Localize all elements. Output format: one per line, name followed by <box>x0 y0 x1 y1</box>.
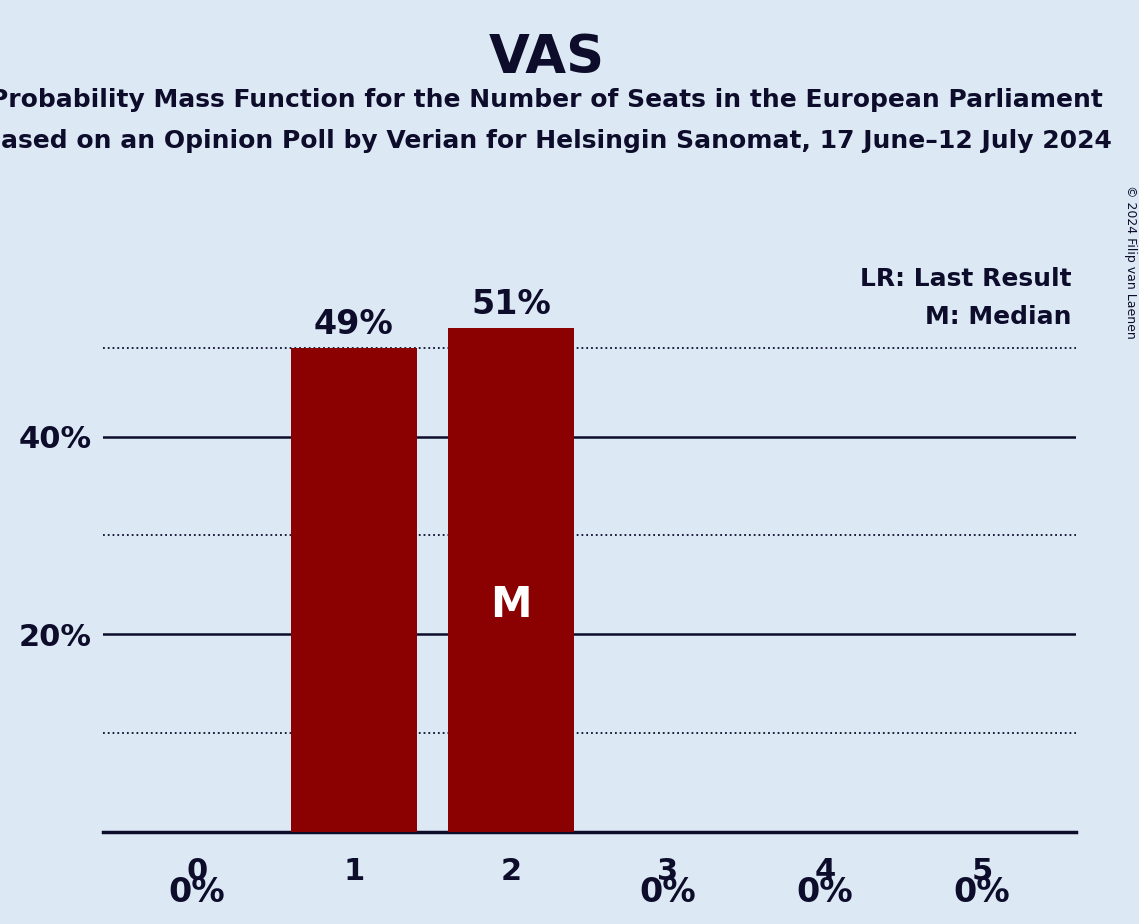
Text: VAS: VAS <box>489 32 605 84</box>
Text: M: Median: M: Median <box>925 305 1072 329</box>
Text: © 2024 Filip van Laenen: © 2024 Filip van Laenen <box>1124 185 1137 338</box>
Text: Based on an Opinion Poll by Verian for Helsingin Sanomat, 17 June–12 July 2024: Based on an Opinion Poll by Verian for H… <box>0 129 1112 153</box>
Text: 0%: 0% <box>796 876 853 909</box>
Text: 49%: 49% <box>314 308 394 341</box>
Text: 0%: 0% <box>640 876 696 909</box>
Bar <box>290 347 417 832</box>
Bar <box>448 328 574 832</box>
Text: Probability Mass Function for the Number of Seats in the European Parliament: Probability Mass Function for the Number… <box>0 88 1104 112</box>
Text: M: M <box>490 584 532 626</box>
Text: 51%: 51% <box>472 288 551 321</box>
Text: 0%: 0% <box>953 876 1010 909</box>
Text: 0%: 0% <box>169 876 226 909</box>
Text: LR: Last Result: LR: Last Result <box>860 267 1072 291</box>
